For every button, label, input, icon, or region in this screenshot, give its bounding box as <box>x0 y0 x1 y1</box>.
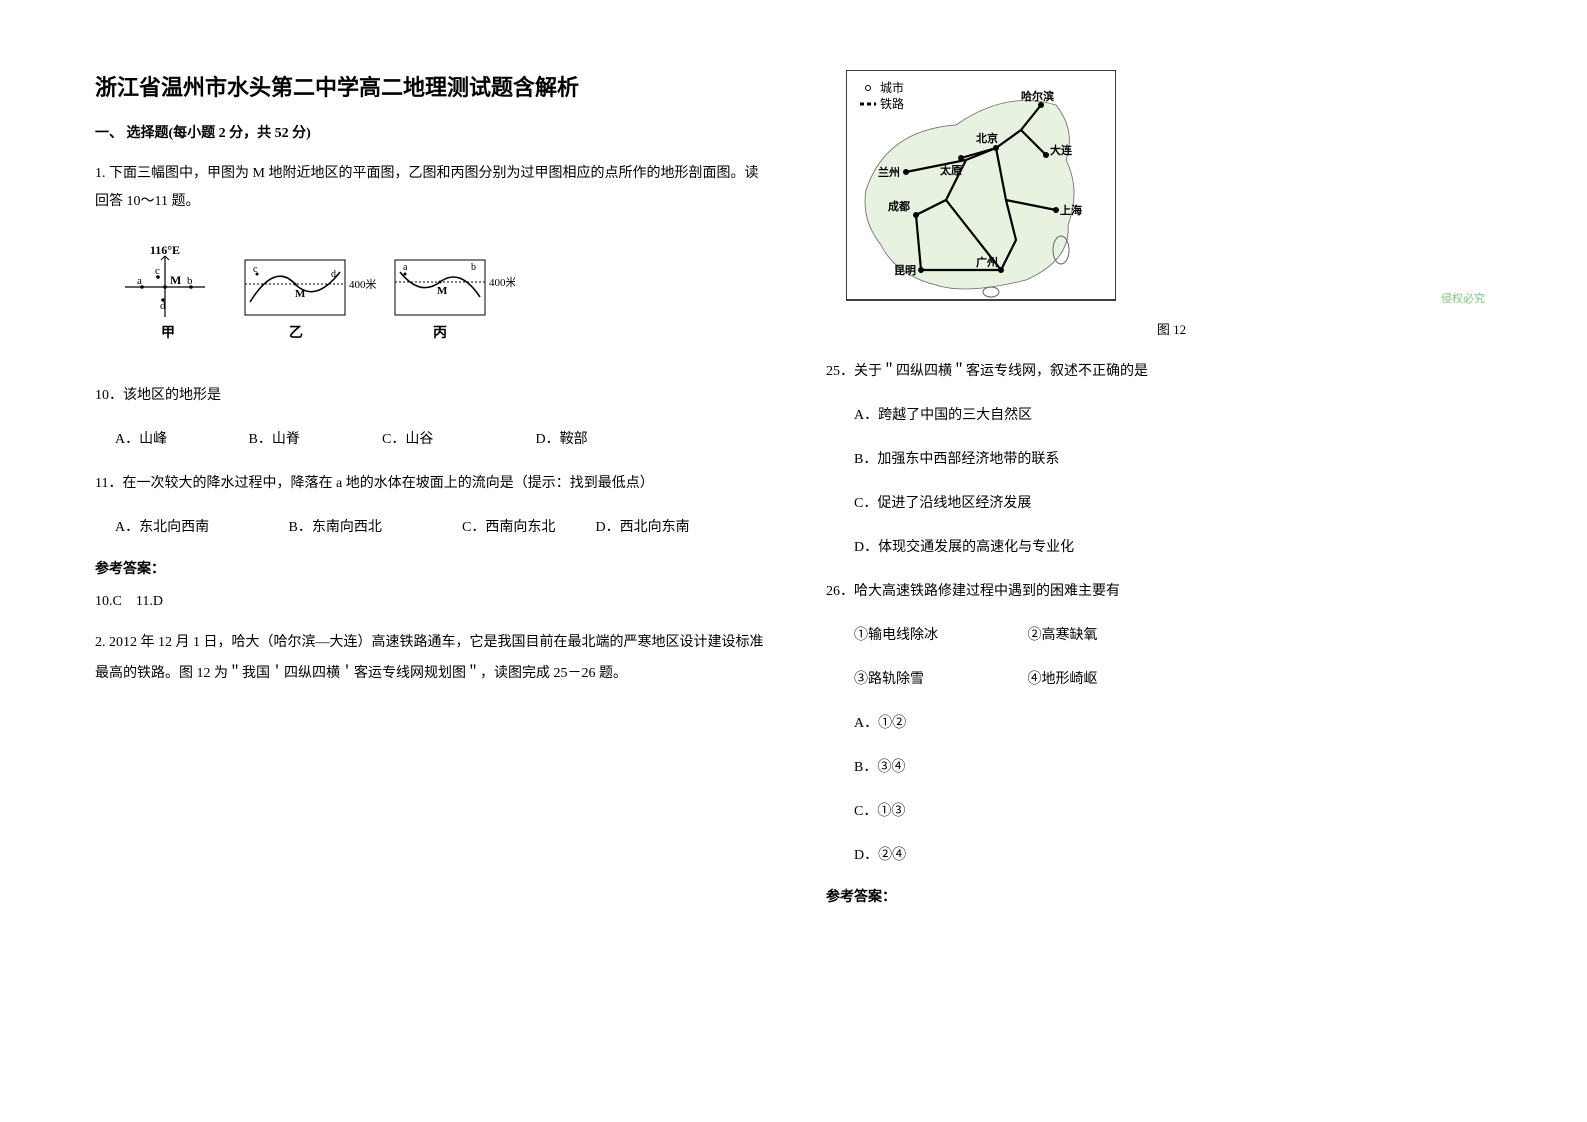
q1-sub11-optB: B．东南向西北 <box>289 514 459 542</box>
city-guangzhou: 广州 <box>976 255 998 269</box>
point-a-label: a <box>137 275 142 287</box>
q1-sub11-optA: A．东北向西南 <box>115 514 285 542</box>
legend-rail: 铁路 <box>880 96 904 111</box>
bing-point-b: b <box>471 262 476 273</box>
section-1-header: 一、 选择题(每小题 2 分，共 52 分) <box>95 122 766 142</box>
right-column: 城市 铁路 <box>826 70 1497 918</box>
q2-sub26-item1: ①输电线除冰 <box>854 622 1024 650</box>
city-lanzhou: 兰州 <box>878 165 900 179</box>
q1-answer: 10.C 11.D <box>95 590 766 610</box>
left-column: 浙江省温州市水头第二中学高二地理测试题含解析 一、 选择题(每小题 2 分，共 … <box>95 70 766 918</box>
q2-sub26-item2: ②高寒缺氧 <box>1028 628 1098 643</box>
watermark-text: 侵权必究 <box>1441 290 1485 306</box>
q1-stem: 1. 下面三幅图中，甲图为 M 地附近地区的平面图，乙图和丙图分别为过甲图相应的… <box>95 160 766 216</box>
city-kunming: 昆明 <box>894 264 916 277</box>
point-M-label: M <box>170 273 181 287</box>
q1-sub11-options: A．东北向西南 B．东南向西北 C．西南向东北 D．西北向东南 <box>95 514 766 542</box>
yi-point-M: M <box>295 288 306 300</box>
city-dalian: 大连 <box>1050 143 1073 157</box>
document-title: 浙江省温州市水头第二中学高二地理测试题含解析 <box>95 70 766 102</box>
bing-elev-400: 400米 <box>489 276 515 289</box>
legend-city: 城市 <box>880 80 904 95</box>
map-caption: 图 12 <box>846 319 1497 338</box>
q1-figure: 116°E 28°N a c M b d 甲 <box>115 242 766 362</box>
q1-sub10-optD: D．鞍部 <box>536 426 588 454</box>
q2-sub26-item4: ④地形崎岖 <box>1028 672 1098 687</box>
q1-sub11-text: 11．在一次较大的降水过程中，降落在 a 地的水体在坡面上的流向是（提示：找到最… <box>95 470 766 498</box>
city-beijing: 北京 <box>976 131 998 145</box>
q1-sub10-optC: C．山谷 <box>382 426 532 454</box>
q2-sub25-text: 25．关于＂四纵四横＂客运专线网，叙述不正确的是 <box>826 358 1497 386</box>
q2-sub26-item3: ③路轨除雪 <box>854 666 1024 694</box>
coord-lon-label: 116°E <box>150 243 180 257</box>
yi-point-d: d <box>331 269 336 280</box>
q1-sub11-optC: C．西南向东北 <box>462 514 592 542</box>
q2-sub26-optC: C．①③ <box>826 798 1497 826</box>
q2-answer-label: 参考答案： <box>826 886 1497 906</box>
point-b-label: b <box>187 275 193 287</box>
city-taiyuan: 太原 <box>939 163 962 177</box>
city-harbin: 哈尔滨 <box>1021 89 1054 103</box>
q2-sub26-optA: A．①② <box>826 710 1497 738</box>
q2-sub25-optD: D．体现交通发展的高速化与专业化 <box>826 534 1497 562</box>
point-c-label: c <box>155 265 160 277</box>
q2-stem: 2. 2012 年 12 月 1 日，哈大（哈尔滨—大连）高速铁路通车，它是我国… <box>95 628 766 690</box>
city-shanghai: 上海 <box>1060 203 1082 217</box>
city-chengdu: 成都 <box>888 199 910 213</box>
q2-map-figure: 城市 铁路 <box>846 70 1497 338</box>
q2-sub26-text: 26．哈大高速铁路修建过程中遇到的困难主要有 <box>826 578 1497 606</box>
q2-sub25-optC: C．促进了沿线地区经济发展 <box>826 490 1497 518</box>
bing-label: 丙 <box>433 325 447 341</box>
bing-point-a: a <box>403 262 408 273</box>
q1-sub10-optA: A．山峰 <box>115 426 245 454</box>
q2-sub25-optB: B．加强东中西部经济地带的联系 <box>826 446 1497 474</box>
q1-sub10-options: A．山峰 B．山脊 C．山谷 D．鞍部 <box>95 426 766 454</box>
bing-point-M: M <box>437 285 448 297</box>
yi-label: 乙 <box>289 325 303 341</box>
q1-sub11-optD: D．西北向东南 <box>596 520 690 535</box>
jia-label: 甲 <box>161 325 175 341</box>
q1-sub10-text: 10．该地区的地形是 <box>95 382 766 410</box>
q1-sub10-optB: B．山脊 <box>249 426 379 454</box>
q1-answer-label: 参考答案： <box>95 558 766 578</box>
q2-sub26-items-row1: ①输电线除冰 ②高寒缺氧 <box>826 622 1497 650</box>
q2-sub26-items-row2: ③路轨除雪 ④地形崎岖 <box>826 666 1497 694</box>
yi-elev-400: 400米 <box>349 278 377 291</box>
q2-sub25-optA: A．跨越了中国的三大自然区 <box>826 402 1497 430</box>
q2-sub26-optB: B．③④ <box>826 754 1497 782</box>
page-container: 浙江省温州市水头第二中学高二地理测试题含解析 一、 选择题(每小题 2 分，共 … <box>0 0 1587 958</box>
q2-sub26-optD: D．②④ <box>826 842 1497 870</box>
